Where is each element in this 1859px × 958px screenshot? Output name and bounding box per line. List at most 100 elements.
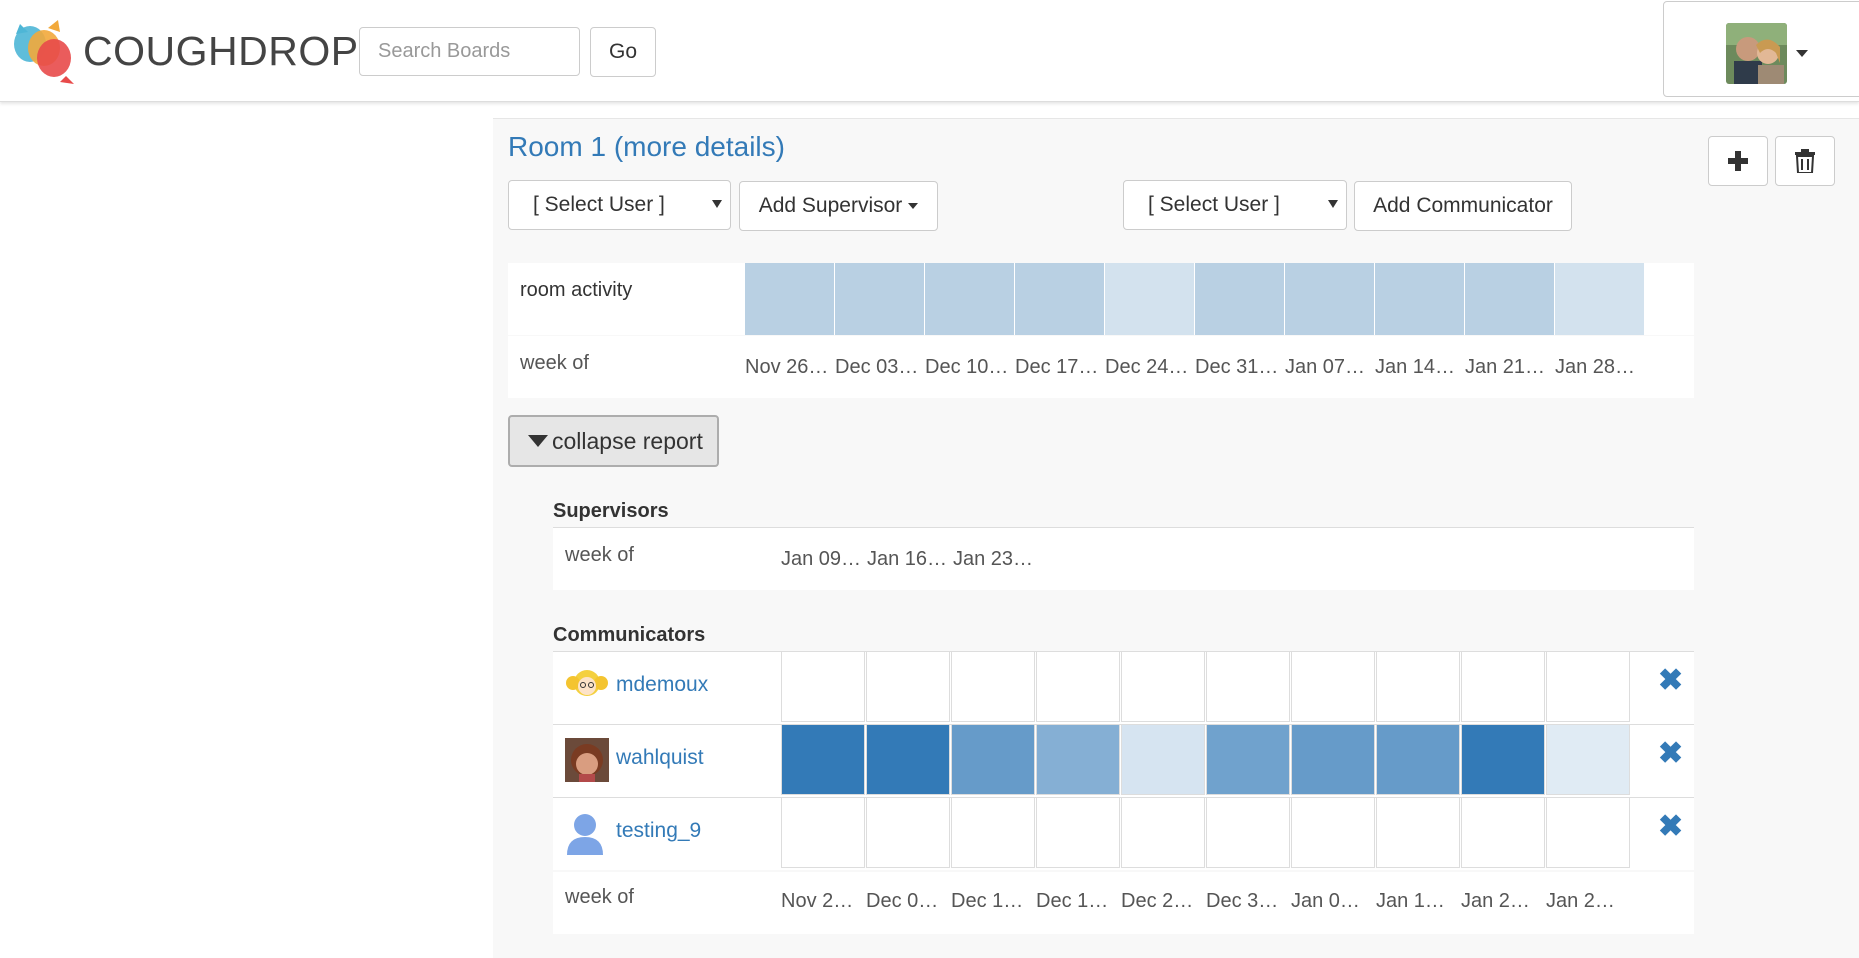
communicator-activity-cell: [781, 651, 865, 722]
room-activity-cell: [925, 263, 1015, 335]
communicator-activity-cell: [1546, 724, 1630, 795]
communicators-week-row: [553, 872, 1694, 934]
supervisors-week-of-label: week of: [565, 544, 634, 566]
week-label: Jan 28…: [1555, 356, 1636, 378]
communicator-activity-cell: [1291, 797, 1375, 868]
communicator-activity-cell: [1461, 797, 1545, 868]
room-activity-cell: [1105, 263, 1195, 335]
communicator-activity-cell: [951, 724, 1035, 795]
communicator-activity-cell: [1461, 724, 1545, 795]
week-label: Jan 1…: [1376, 890, 1445, 912]
communicator-activity-cell: [1121, 797, 1205, 868]
supervisor-select-value: [ Select User ]: [533, 193, 665, 216]
communicator-activity-cell: [866, 724, 950, 795]
communicator-select-value: [ Select User ]: [1148, 193, 1280, 216]
remove-x-icon[interactable]: ✖: [1658, 737, 1684, 770]
week-label: Dec 10…: [925, 356, 1009, 378]
room-activity-cell: [1375, 263, 1465, 335]
week-label: Dec 3…: [1206, 890, 1279, 912]
select-arrow-icon: [712, 200, 722, 208]
communicator-activity-cell: [1291, 724, 1375, 795]
room-activity-cell: [1195, 263, 1285, 335]
week-label: Jan 2…: [1461, 890, 1530, 912]
communicator-activity-cell: [866, 797, 950, 868]
communicator-activity-cell: [1376, 724, 1460, 795]
week-label: Jan 23…: [953, 548, 1034, 570]
week-label: Jan 16…: [867, 548, 948, 570]
week-label: Jan 07…: [1285, 356, 1366, 378]
room-week-row: [508, 336, 1694, 398]
brand-name[interactable]: COUGHDROP: [83, 28, 359, 74]
trash-icon: [1795, 149, 1815, 173]
communicator-activity-cell: [1376, 651, 1460, 722]
communicator-activity-cell: [951, 651, 1035, 722]
communicator-user-select[interactable]: [ Select User ]: [1123, 180, 1347, 230]
communicator-activity-cell: [1036, 797, 1120, 868]
communicator-activity-cell: [1121, 724, 1205, 795]
week-label: Jan 0…: [1291, 890, 1360, 912]
room-activity-cell: [1555, 263, 1645, 335]
communicator-name-link[interactable]: wahlquist: [616, 746, 704, 769]
communicator-activity-cell: [1291, 651, 1375, 722]
communicator-activity-cell: [1036, 651, 1120, 722]
communicator-activity-cell: [1206, 724, 1290, 795]
communicator-activity-cell: [781, 797, 865, 868]
chevron-down-icon: [1796, 50, 1808, 57]
week-label: Dec 2…: [1121, 890, 1194, 912]
week-label: Nov 2…: [781, 890, 854, 912]
delete-room-button[interactable]: [1775, 136, 1835, 186]
communicator-activity-cell: [1546, 651, 1630, 722]
add-supervisor-label: Add Supervisor: [758, 194, 903, 217]
room-activity-cell: [1465, 263, 1555, 335]
communicator-activity-cell: [951, 797, 1035, 868]
week-of-label: week of: [520, 352, 589, 374]
plus-icon: [1728, 151, 1748, 171]
search-input[interactable]: [359, 27, 580, 76]
user-menu-button[interactable]: [1663, 1, 1859, 97]
week-label: Jan 2…: [1546, 890, 1615, 912]
user-avatar-icon[interactable]: [565, 738, 611, 784]
room-activity-cell: [1285, 263, 1375, 335]
communicator-name-link[interactable]: mdemoux: [616, 673, 709, 696]
supervisors-heading: Supervisors: [553, 500, 669, 522]
communicator-activity-cell: [781, 724, 865, 795]
room-activity-cell: [745, 263, 835, 335]
triangle-down-icon: [528, 435, 548, 447]
collapse-report-label: collapse report: [552, 427, 703, 454]
add-supervisor-button[interactable]: Add Supervisor: [739, 181, 938, 231]
room-activity-cell: [835, 263, 925, 335]
week-label: Dec 24…: [1105, 356, 1189, 378]
communicator-activity-cell: [1121, 651, 1205, 722]
communicators-heading: Communicators: [553, 624, 706, 646]
week-label: Jan 14…: [1375, 356, 1456, 378]
supervisors-week-row: [553, 527, 1694, 590]
remove-x-icon[interactable]: ✖: [1658, 810, 1684, 843]
week-label: Dec 1…: [951, 890, 1024, 912]
communicator-activity-cell: [1376, 797, 1460, 868]
week-label: Nov 26…: [745, 356, 829, 378]
user-avatar-icon[interactable]: [565, 811, 611, 857]
user-avatar-icon[interactable]: [565, 665, 611, 711]
remove-x-icon[interactable]: ✖: [1658, 664, 1684, 697]
communicator-name-link[interactable]: testing_9: [616, 819, 702, 842]
communicator-activity-cell: [866, 651, 950, 722]
coughdrop-logo-icon[interactable]: [8, 14, 76, 86]
week-label: Dec 31…: [1195, 356, 1279, 378]
week-label: Jan 21…: [1465, 356, 1546, 378]
supervisor-user-select[interactable]: [ Select User ]: [508, 180, 731, 230]
add-communicator-button[interactable]: Add Communicator: [1354, 181, 1572, 231]
communicator-activity-cell: [1206, 797, 1290, 868]
go-button[interactable]: Go: [590, 27, 656, 77]
week-label: Dec 03…: [835, 356, 919, 378]
collapse-report-button[interactable]: collapse report: [508, 415, 719, 467]
communicator-activity-cell: [1546, 797, 1630, 868]
top-navbar: COUGHDROP Go: [0, 0, 1859, 102]
avatar: [1726, 23, 1787, 84]
chevron-down-icon: [908, 203, 919, 209]
week-label: Dec 0…: [866, 890, 939, 912]
room-title-link[interactable]: Room 1 (more details): [508, 131, 785, 162]
room-activity-cell: [1015, 263, 1105, 335]
select-arrow-icon: [1328, 200, 1338, 208]
add-room-button[interactable]: [1708, 136, 1768, 186]
week-label: Jan 09…: [781, 548, 862, 570]
